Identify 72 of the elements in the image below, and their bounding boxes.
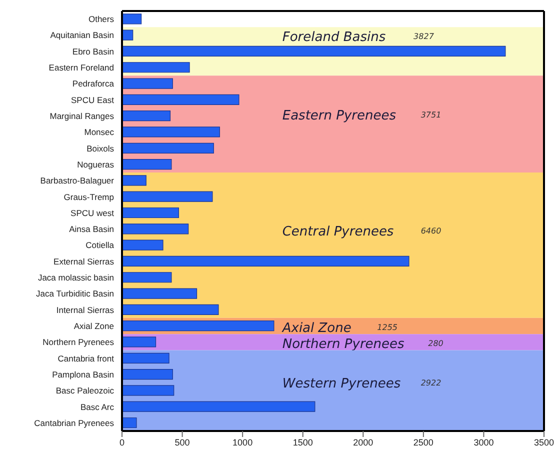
- y-tick-label: External Sierras: [54, 256, 114, 266]
- x-tick-label: 1500: [292, 437, 313, 448]
- y-tick-label: Boixols: [86, 143, 114, 154]
- bar: [122, 368, 173, 380]
- y-tick-label: Basc Arc: [80, 402, 115, 412]
- bar: [122, 142, 214, 154]
- annotation: 3751: [420, 110, 442, 120]
- y-tick-label: Ainsa Basin: [69, 224, 114, 234]
- bar: [122, 126, 220, 138]
- y-tick-label: Aquitanian Basin: [50, 30, 114, 40]
- y-tick-label: Cantabria front: [58, 353, 115, 364]
- y-tick-label: Marginal Ranges: [50, 111, 114, 121]
- y-tick-label: Pamplona Basin: [52, 369, 114, 380]
- bar: [122, 78, 173, 89]
- bar: [122, 224, 189, 234]
- y-tick-label: Axial Zone: [74, 321, 114, 331]
- bar: [122, 401, 316, 412]
- y-tick-label: Jaca Turbiditic Basin: [36, 288, 114, 299]
- x-tick-label: 3500: [534, 437, 554, 448]
- bar: [122, 94, 240, 105]
- annotation: 3827: [414, 32, 435, 42]
- bar: [122, 385, 174, 396]
- y-tick-label: Jaca molassic basin: [38, 272, 114, 283]
- y-tick-label: Northern Pyrenees: [42, 337, 114, 348]
- band-label: Eastern Pyrenees: [282, 108, 396, 124]
- annotation: 6460: [420, 226, 442, 236]
- bar: [122, 30, 134, 40]
- y-tick-label: SPCU west: [70, 208, 115, 218]
- bar: [122, 175, 146, 186]
- bar: [122, 240, 164, 250]
- y-tick-label: Nogueras: [77, 159, 114, 170]
- y-tick-label: Eastern Foreland: [48, 62, 114, 73]
- y-tick-label: Ebro Basin: [72, 46, 114, 56]
- bar: [122, 158, 172, 170]
- annotation: 280: [428, 339, 444, 348]
- bar: [122, 207, 179, 218]
- x-tick-label: 1000: [232, 437, 253, 448]
- y-tick-label: Internal Sierras: [56, 304, 114, 315]
- y-tick-label: Graus-Tremp: [64, 192, 114, 202]
- bar: [122, 304, 219, 315]
- bar: [122, 46, 506, 57]
- band-label: Central Pyrenees: [282, 224, 394, 240]
- band-label: Northern Pyrenees: [282, 337, 405, 352]
- bar: [122, 336, 156, 348]
- bar: [122, 417, 137, 428]
- bar: [122, 62, 190, 73]
- annotation: 2922: [420, 378, 442, 388]
- x-tick-label: 2500: [413, 437, 434, 448]
- x-tick-label: 0: [119, 437, 125, 448]
- bar: [122, 288, 198, 299]
- bar: [122, 110, 171, 122]
- x-tick-label: 2000: [353, 437, 374, 448]
- x-tick-label: 3000: [474, 437, 494, 448]
- y-tick-label: Barbastro-Balaguer: [40, 176, 114, 186]
- bar: [122, 14, 142, 24]
- y-tick-label: Others: [88, 14, 114, 24]
- band-label: Foreland Basins: [282, 30, 386, 46]
- y-tick-label: Cantabrian Pyrenees: [34, 418, 114, 428]
- x-tick-label: 500: [174, 437, 190, 448]
- bar: [122, 191, 213, 202]
- band-label: Western Pyrenees: [282, 376, 401, 392]
- y-tick-label: Cotiella: [86, 240, 114, 250]
- annotation: 1255: [377, 322, 398, 332]
- bar: [122, 320, 274, 332]
- bar: [122, 256, 410, 267]
- bar: [122, 272, 172, 283]
- y-tick-label: Monsec: [84, 127, 115, 138]
- band-label: Axial Zone: [281, 320, 352, 336]
- bar: [122, 352, 170, 364]
- y-tick-label: Pedraforca: [72, 78, 114, 89]
- y-tick-label: Basc Paleozoic: [56, 386, 115, 396]
- y-tick-label: SPCU East: [71, 94, 115, 105]
